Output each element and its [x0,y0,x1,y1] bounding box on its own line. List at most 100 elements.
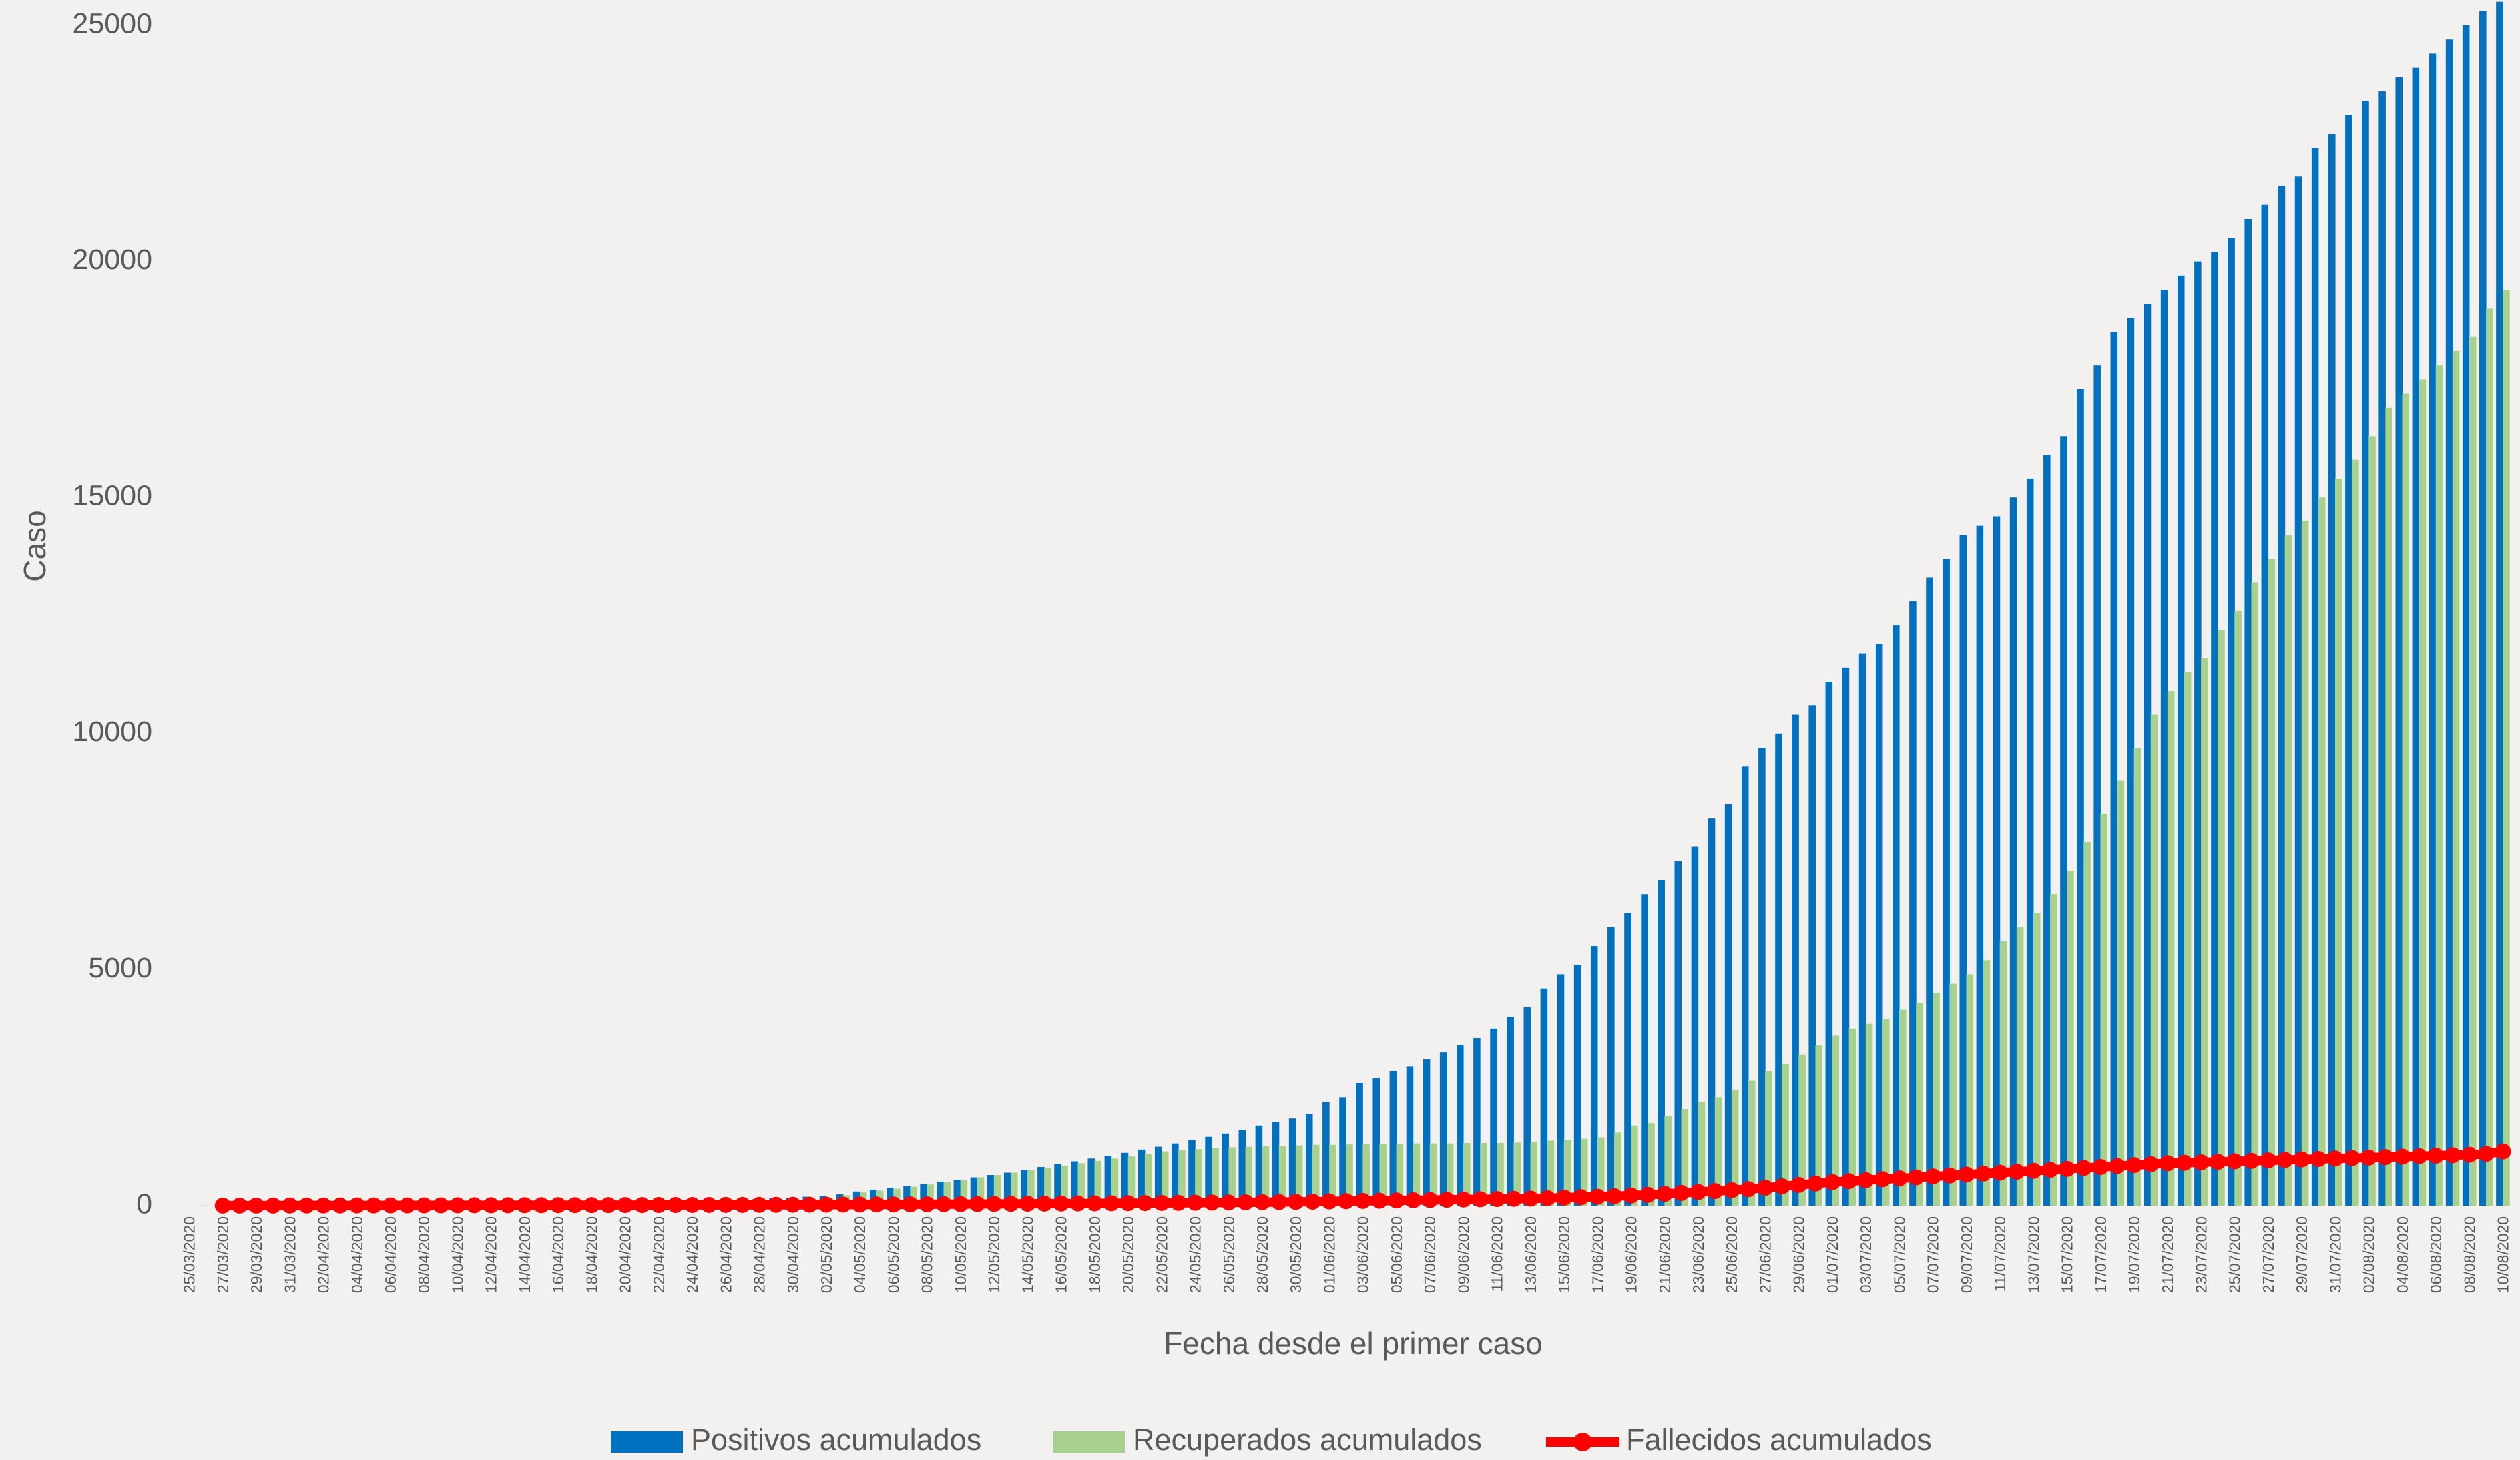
bar [910,1186,917,1206]
line-marker [365,1197,382,1214]
line-marker [550,1197,567,1214]
line-marker [1405,1192,1421,1208]
line-marker [784,1196,801,1213]
line-marker [1757,1180,1774,1196]
bar [1362,1144,1370,1206]
bar [2261,204,2269,1206]
line-marker [332,1197,348,1214]
bar [2345,115,2352,1206]
line-marker [2176,1154,2193,1171]
line-marker [986,1196,1003,1212]
line-marker [1891,1170,1908,1186]
bar [1322,1102,1330,1206]
line-marker [1991,1164,2008,1181]
bar [1741,766,1749,1206]
line-marker [348,1197,365,1214]
line-marker [1740,1181,1757,1198]
bar [1346,1144,1353,1206]
bar [1071,1161,1078,1206]
bar [1808,705,1816,1206]
line-marker [701,1196,718,1213]
line-marker [1237,1194,1254,1210]
bar [1865,1023,1873,1206]
bar [1748,1080,1756,1206]
x-tick-label: 10/04/2020 [449,1216,466,1293]
bar [1497,1142,1504,1206]
line-marker [433,1197,449,1214]
bar [1590,946,1598,1206]
bar [1003,1172,1011,1206]
bar [1087,1158,1095,1206]
line-marker [1220,1194,1237,1211]
x-tick-label: 02/05/2020 [818,1216,835,1293]
bar [1580,1138,1588,1206]
y-tick-label: 20000 [72,244,152,276]
line-marker [2143,1156,2160,1172]
bar [1658,880,1665,1206]
bar [1054,1164,1061,1206]
bar [987,1175,995,1206]
line-marker [734,1196,751,1213]
line-marker [1941,1167,1958,1184]
bar [2083,842,2091,1206]
x-tick-label: 25/06/2020 [1723,1216,1740,1293]
bar [2419,379,2427,1206]
bar [953,1180,961,1206]
line-marker [1707,1183,1724,1200]
bar [1245,1146,1253,1206]
bar [1523,1007,1531,1206]
line-marker [2075,1160,2092,1176]
line-marker [2125,1157,2142,1174]
bar [2127,318,2135,1206]
x-tick-label: 19/07/2020 [2125,1216,2143,1293]
line-marker [1824,1174,1840,1190]
bar [2452,350,2460,1206]
bar [1530,1142,1538,1206]
bar [1127,1156,1136,1206]
bar [1121,1152,1129,1206]
legend-label: Positivos acumulados [691,1423,981,1457]
legend-swatch [611,1431,683,1453]
x-tick-label: 09/06/2020 [1455,1216,1472,1293]
bar [2077,389,2084,1206]
line-marker [919,1196,935,1212]
bar [2368,436,2376,1206]
line-marker [2461,1146,2478,1163]
bar [1111,1158,1119,1206]
bar [2284,535,2292,1206]
bar [2218,630,2225,1206]
bar [1423,1059,1431,1206]
line-marker [1338,1193,1354,1210]
line-marker [483,1197,499,1214]
bar [2496,1,2503,1206]
bar [893,1188,901,1206]
x-tick-label: 12/05/2020 [985,1216,1003,1293]
bar [1899,1009,1907,1206]
line-marker [1573,1189,1589,1206]
line-marker [600,1197,617,1214]
x-tick-label: 18/05/2020 [1086,1216,1103,1293]
bar [1563,1139,1571,1206]
line-marker [2377,1149,2394,1166]
line-marker [634,1197,650,1214]
bar [2311,148,2319,1206]
line-marker [1455,1191,1472,1208]
x-tick-label: 21/06/2020 [1656,1216,1674,1293]
line-marker [2344,1150,2360,1166]
x-tick-label: 06/04/2020 [382,1216,399,1293]
line-marker [1555,1189,1572,1206]
bar [903,1186,911,1206]
line-marker [1003,1196,1019,1212]
y-tick-label: 25000 [72,7,152,39]
line-marker [751,1196,768,1213]
bar [1926,577,1933,1206]
bar [1021,1170,1028,1206]
line-marker [1874,1171,1891,1188]
line-marker [499,1197,516,1214]
bar [1714,1097,1722,1206]
bar [1832,1035,1840,1206]
line-marker [2059,1160,2075,1177]
bar [1044,1168,1051,1206]
x-tick-label: 07/06/2020 [1421,1216,1439,1293]
bar [1698,1102,1706,1206]
